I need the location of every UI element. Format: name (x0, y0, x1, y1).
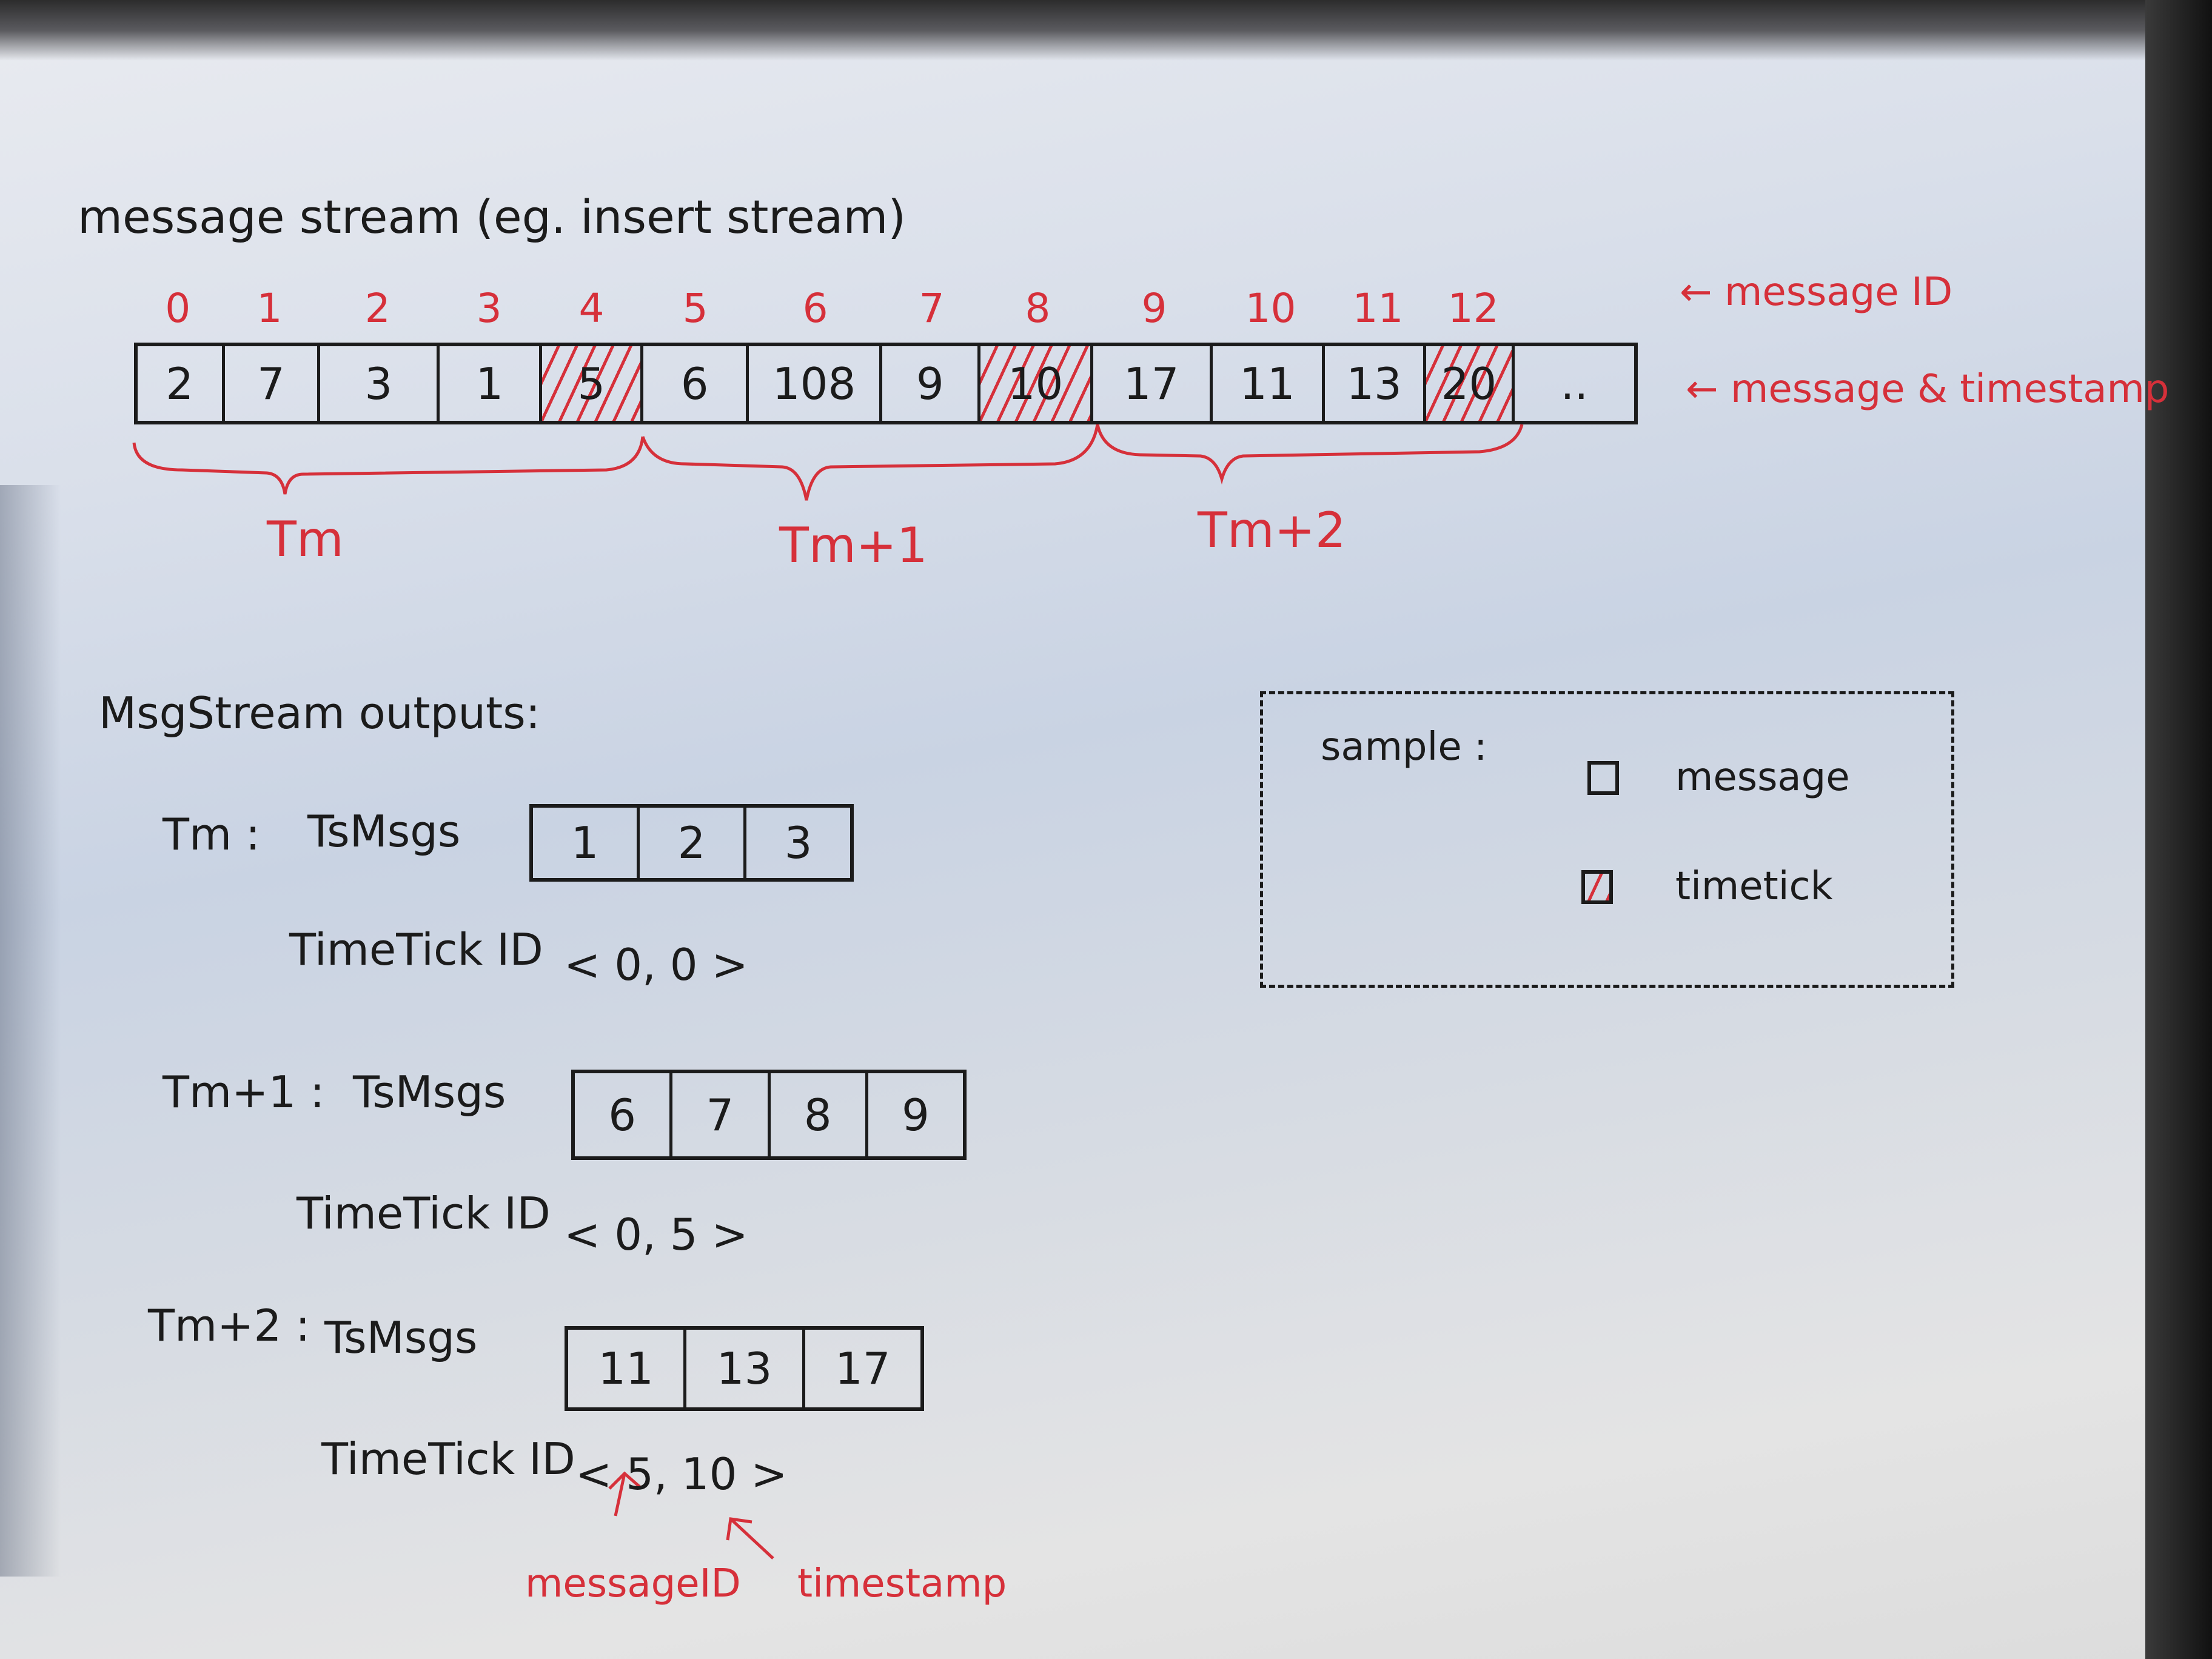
ts-msg-cell: 17 (835, 1343, 891, 1394)
group-label-tm2: Tm+2 : (148, 1300, 310, 1351)
message-id: 1 (256, 285, 283, 332)
arrow-timestamp (726, 1517, 774, 1560)
ts-msg-cell: 7 (672, 1073, 771, 1156)
timetick-id-value-tm: < 0, 0 > (564, 939, 748, 990)
brace-tm1 (641, 424, 1099, 501)
message-stream-box: 2 7 3 1 5 6 108 9 10 17 11 13 20.. (134, 343, 1638, 424)
group-label-tm1: Tm+1 : (163, 1067, 325, 1118)
timetick-id-value-tm2: < 5, 10 > (575, 1449, 788, 1500)
ts-msgs-label: TsMsgs (324, 1312, 478, 1363)
photo-left-shade (0, 485, 61, 1577)
message-cell: 9 (882, 346, 981, 421)
message-cell: 108 (749, 346, 883, 421)
timetick-cell: 10 (980, 346, 1093, 421)
photo-top-shadow (0, 0, 2212, 61)
timetick-sample-icon (1581, 870, 1613, 904)
legend-box: sample : message timetick (1260, 691, 1954, 988)
ts-msgs-box-tm2: 11 13 17 (565, 1326, 924, 1411)
message-id: 10 (1245, 285, 1296, 332)
message-id: 0 (165, 285, 191, 332)
range-label-tm2: Tm+2 (1198, 502, 1346, 558)
annotation-message-id: messageID (525, 1561, 741, 1606)
message-cell: 11 (1213, 346, 1326, 421)
timetick-id-label: TimeTick ID (297, 1188, 551, 1239)
range-label-tm1: Tm+1 (779, 517, 928, 574)
message-timestamp-label: ← message & timestamp (1686, 367, 2170, 412)
message-cell: 6 (643, 346, 749, 421)
message-cell: 1 (440, 346, 543, 421)
legend-title: sample : (1321, 725, 1487, 769)
outputs-heading: MsgStream outputs: (99, 688, 540, 739)
message-id: 4 (578, 285, 605, 332)
ts-msg-cell: 11 (568, 1330, 687, 1407)
brace-tm2 (1096, 424, 1524, 485)
ts-msg-cell: 2 (640, 808, 746, 878)
message-id: 6 (802, 285, 828, 332)
message-id: 7 (919, 285, 945, 332)
photo-right-edge (2145, 0, 2212, 1659)
message-id-label: ← message ID (1680, 270, 1953, 315)
message-id: 3 (476, 285, 502, 332)
message-cell: 7 (225, 346, 321, 421)
ts-msg-cell: 6 (575, 1073, 673, 1156)
message-cell: 17 (1093, 346, 1213, 421)
ts-msg-cell: 3 (784, 817, 813, 868)
ts-msg-cell: 9 (901, 1089, 930, 1141)
timetick-id-label: TimeTick ID (289, 924, 543, 975)
message-id: 9 (1141, 285, 1167, 332)
ts-msgs-label: TsMsgs (307, 806, 461, 857)
timetick-cell: 20 (1426, 346, 1515, 421)
message-sample-icon (1587, 761, 1619, 795)
ts-msg-cell: 1 (533, 808, 640, 878)
ts-msg-cell: 13 (686, 1330, 805, 1407)
message-cell: 13 (1325, 346, 1426, 421)
message-cell: 3 (320, 346, 440, 421)
message-id: 8 (1025, 285, 1051, 332)
legend-label-timetick: timetick (1675, 864, 1833, 909)
timetick-id-value-tm1: < 0, 5 > (564, 1209, 748, 1260)
diagram-title: message stream (eg. insert stream) (78, 190, 906, 244)
message-id: 12 (1447, 285, 1499, 332)
range-label-tm: Tm (267, 511, 344, 568)
timetick-cell: 5 (542, 346, 644, 421)
legend-label-message: message (1675, 755, 1850, 800)
brace-tm (132, 436, 645, 495)
group-label-tm: Tm : (163, 809, 261, 860)
ts-msg-cell: 8 (771, 1073, 868, 1156)
message-cell: 2 (138, 346, 225, 421)
timetick-id-label: TimeTick ID (321, 1433, 575, 1484)
message-id: 11 (1352, 285, 1404, 332)
ts-msgs-label: TsMsgs (353, 1067, 506, 1118)
arrow-message-id (608, 1471, 641, 1517)
annotation-timestamp: timestamp (797, 1561, 1007, 1606)
message-id: 5 (682, 285, 708, 332)
message-id: 2 (364, 285, 390, 332)
more-cell: .. (1560, 358, 1589, 409)
